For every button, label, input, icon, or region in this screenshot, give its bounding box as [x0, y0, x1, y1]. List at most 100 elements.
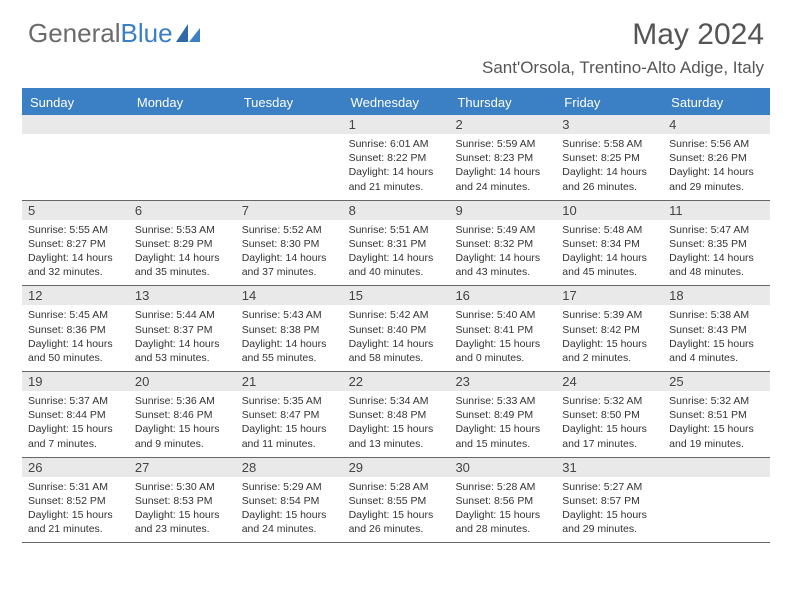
info-line: Sunrise: 5:48 AM: [562, 223, 657, 237]
logo-sail-icon: [176, 24, 200, 42]
day-cell: 24Sunrise: 5:32 AMSunset: 8:50 PMDayligh…: [556, 372, 663, 457]
day-info: Sunrise: 5:47 AMSunset: 8:35 PMDaylight:…: [669, 223, 764, 280]
day-info: Sunrise: 5:44 AMSunset: 8:37 PMDaylight:…: [135, 308, 230, 365]
day-number: 12: [22, 286, 129, 305]
day-cell: [22, 115, 129, 200]
info-line: and 26 minutes.: [349, 522, 444, 536]
info-line: Sunset: 8:46 PM: [135, 408, 230, 422]
info-line: Sunrise: 5:30 AM: [135, 480, 230, 494]
info-line: Sunrise: 5:35 AM: [242, 394, 337, 408]
info-line: Sunrise: 5:51 AM: [349, 223, 444, 237]
info-line: Sunset: 8:43 PM: [669, 323, 764, 337]
day-cell: 27Sunrise: 5:30 AMSunset: 8:53 PMDayligh…: [129, 458, 236, 543]
info-line: Daylight: 14 hours: [28, 251, 123, 265]
day-info: Sunrise: 5:36 AMSunset: 8:46 PMDaylight:…: [135, 394, 230, 451]
info-line: Daylight: 14 hours: [28, 337, 123, 351]
info-line: Daylight: 15 hours: [455, 422, 550, 436]
day-header: Tuesday: [236, 90, 343, 115]
info-line: and 32 minutes.: [28, 265, 123, 279]
day-number: 22: [343, 372, 450, 391]
day-number: 29: [343, 458, 450, 477]
info-line: Daylight: 14 hours: [455, 165, 550, 179]
info-line: Daylight: 15 hours: [349, 422, 444, 436]
day-number: 1: [343, 115, 450, 134]
day-cell: [129, 115, 236, 200]
day-cell: 28Sunrise: 5:29 AMSunset: 8:54 PMDayligh…: [236, 458, 343, 543]
info-line: Sunset: 8:56 PM: [455, 494, 550, 508]
day-cell: 31Sunrise: 5:27 AMSunset: 8:57 PMDayligh…: [556, 458, 663, 543]
info-line: Sunset: 8:51 PM: [669, 408, 764, 422]
info-line: and 53 minutes.: [135, 351, 230, 365]
info-line: and 19 minutes.: [669, 437, 764, 451]
info-line: Sunrise: 5:34 AM: [349, 394, 444, 408]
info-line: Sunset: 8:54 PM: [242, 494, 337, 508]
day-number: 25: [663, 372, 770, 391]
day-info: Sunrise: 5:52 AMSunset: 8:30 PMDaylight:…: [242, 223, 337, 280]
title-block: May 2024 Sant'Orsola, Trentino-Alto Adig…: [482, 18, 764, 78]
day-cell: 21Sunrise: 5:35 AMSunset: 8:47 PMDayligh…: [236, 372, 343, 457]
info-line: and 21 minutes.: [349, 180, 444, 194]
info-line: Daylight: 14 hours: [242, 251, 337, 265]
info-line: and 2 minutes.: [562, 351, 657, 365]
info-line: Sunrise: 5:28 AM: [455, 480, 550, 494]
info-line: and 29 minutes.: [562, 522, 657, 536]
day-info: Sunrise: 5:58 AMSunset: 8:25 PMDaylight:…: [562, 137, 657, 194]
day-cell: 20Sunrise: 5:36 AMSunset: 8:46 PMDayligh…: [129, 372, 236, 457]
logo-text-gray: General: [28, 18, 121, 49]
info-line: and 50 minutes.: [28, 351, 123, 365]
day-info: Sunrise: 5:38 AMSunset: 8:43 PMDaylight:…: [669, 308, 764, 365]
info-line: Sunrise: 5:32 AM: [562, 394, 657, 408]
info-line: Sunset: 8:29 PM: [135, 237, 230, 251]
day-cell: 13Sunrise: 5:44 AMSunset: 8:37 PMDayligh…: [129, 286, 236, 371]
info-line: Sunrise: 5:29 AM: [242, 480, 337, 494]
day-number: 30: [449, 458, 556, 477]
day-number: 19: [22, 372, 129, 391]
info-line: Daylight: 15 hours: [455, 337, 550, 351]
day-cell: 11Sunrise: 5:47 AMSunset: 8:35 PMDayligh…: [663, 201, 770, 286]
day-number: 4: [663, 115, 770, 134]
day-cell: [236, 115, 343, 200]
day-number: 15: [343, 286, 450, 305]
day-number: 5: [22, 201, 129, 220]
day-number: [129, 115, 236, 134]
info-line: Daylight: 15 hours: [562, 422, 657, 436]
info-line: Sunrise: 5:49 AM: [455, 223, 550, 237]
info-line: and 43 minutes.: [455, 265, 550, 279]
info-line: Sunrise: 5:55 AM: [28, 223, 123, 237]
info-line: Daylight: 15 hours: [455, 508, 550, 522]
info-line: and 0 minutes.: [455, 351, 550, 365]
day-header-row: SundayMondayTuesdayWednesdayThursdayFrid…: [22, 90, 770, 115]
day-cell: 9Sunrise: 5:49 AMSunset: 8:32 PMDaylight…: [449, 201, 556, 286]
day-info: Sunrise: 5:32 AMSunset: 8:50 PMDaylight:…: [562, 394, 657, 451]
info-line: and 11 minutes.: [242, 437, 337, 451]
info-line: Sunrise: 5:27 AM: [562, 480, 657, 494]
info-line: Daylight: 14 hours: [562, 251, 657, 265]
day-cell: 15 Sunrise: 5:42 AMSunset: 8:40 PMDayligh…: [343, 286, 450, 371]
day-info: Sunrise: 5:51 AMSunset: 8:31 PMDaylight:…: [349, 223, 444, 280]
logo: GeneralBlue: [28, 18, 200, 49]
day-number: 8: [343, 201, 450, 220]
logo-text-blue: Blue: [121, 18, 173, 49]
day-number: 27: [129, 458, 236, 477]
day-info: Sunrise: 5:45 AMSunset: 8:36 PMDaylight:…: [28, 308, 123, 365]
day-number: 3: [556, 115, 663, 134]
info-line: Sunrise: 5:44 AM: [135, 308, 230, 322]
day-info: Sunrise: 5:31 AMSunset: 8:52 PMDaylight:…: [28, 480, 123, 537]
info-line: Daylight: 14 hours: [242, 337, 337, 351]
info-line: and 37 minutes.: [242, 265, 337, 279]
info-line: and 9 minutes.: [135, 437, 230, 451]
day-info: Sunrise: 5:42 AMSunset: 8:40 PMDaylight:…: [349, 308, 444, 365]
info-line: Daylight: 15 hours: [135, 508, 230, 522]
day-cell: 3 Sunrise: 5:58 AMSunset: 8:25 PMDaylight…: [556, 115, 663, 200]
info-line: Sunrise: 5:42 AM: [349, 308, 444, 322]
day-info: Sunrise: 5:39 AMSunset: 8:42 PMDaylight:…: [562, 308, 657, 365]
day-cell: 2Sunrise: 5:59 AMSunset: 8:23 PMDaylight…: [449, 115, 556, 200]
calendar: SundayMondayTuesdayWednesdayThursdayFrid…: [22, 88, 770, 543]
info-line: Sunset: 8:25 PM: [562, 151, 657, 165]
day-number: 2: [449, 115, 556, 134]
day-cell: 29Sunrise: 5:28 AMSunset: 8:55 PMDayligh…: [343, 458, 450, 543]
info-line: and 24 minutes.: [455, 180, 550, 194]
info-line: and 58 minutes.: [349, 351, 444, 365]
day-cell: 4Sunrise: 5:56 AMSunset: 8:26 PMDaylight…: [663, 115, 770, 200]
info-line: and 28 minutes.: [455, 522, 550, 536]
